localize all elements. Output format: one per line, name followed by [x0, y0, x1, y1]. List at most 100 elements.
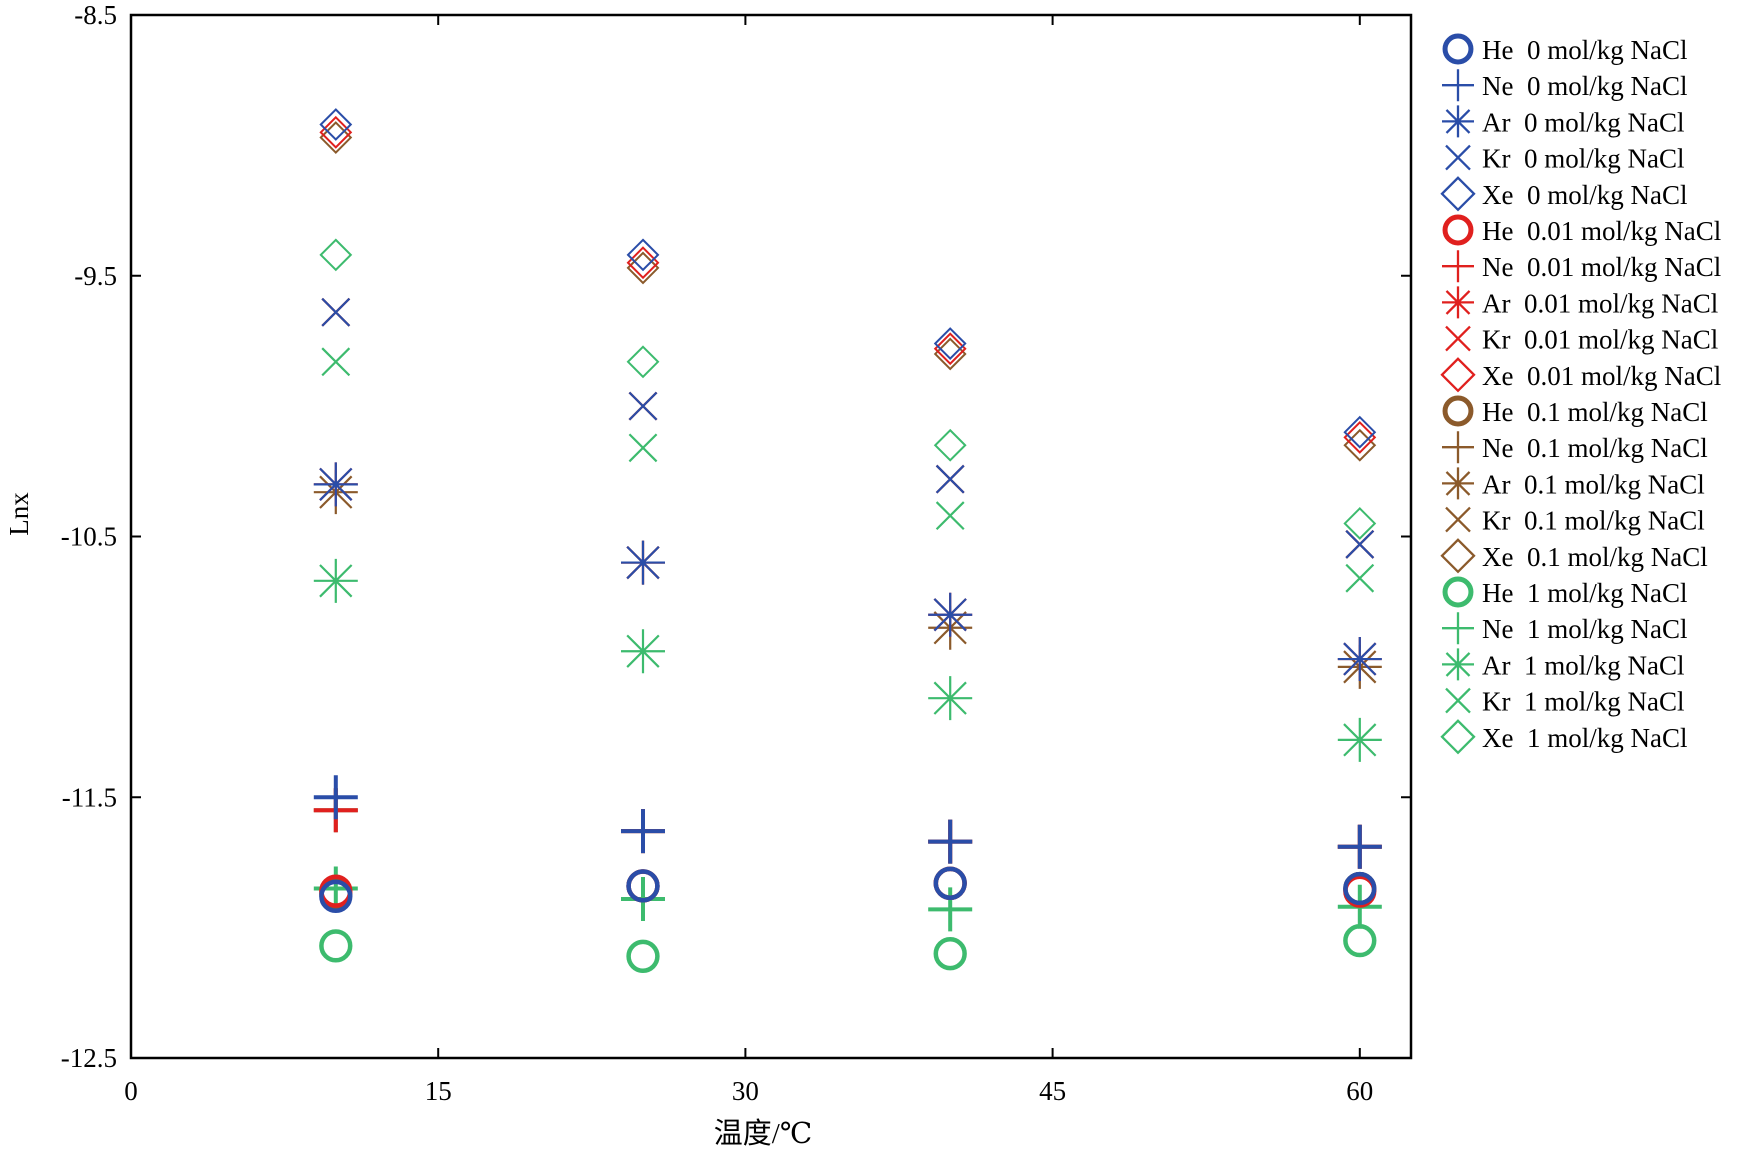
- legend-marker-plus: [1442, 431, 1474, 464]
- data-point-circle: [626, 869, 660, 903]
- data-point-diamond: [1343, 415, 1377, 449]
- data-point-cross: [1345, 563, 1375, 593]
- series-xe-0: [319, 108, 1377, 449]
- legend-item: Ne 0.1 mol/kg NaCl: [1442, 431, 1708, 463]
- data-point-cross: [321, 297, 351, 327]
- legend-marker-circle: [1442, 395, 1474, 427]
- data-point-asterisk: [313, 558, 358, 603]
- legend-label: Ar 0.1 mol/kg NaCl: [1482, 469, 1705, 499]
- data-point-diamond: [1343, 421, 1377, 454]
- legend-label: He 0 mol/kg NaCl: [1482, 35, 1687, 65]
- data-point-cross: [628, 391, 658, 421]
- data-point-diamond: [933, 428, 967, 462]
- legend-label: Xe 0.1 mol/kg NaCl: [1482, 542, 1708, 572]
- legend-item: Xe 0.1 mol/kg NaCl: [1440, 538, 1708, 574]
- y-tick-label: -9.5: [74, 261, 117, 291]
- data-point-plus: [621, 809, 665, 854]
- data-point-diamond: [319, 121, 353, 154]
- legend-label: Ne 0.01 mol/kg NaCl: [1482, 252, 1721, 282]
- x-tick-label: 60: [1346, 1076, 1373, 1106]
- y-tick-label: -8.5: [74, 0, 117, 30]
- series-ar-0: [313, 462, 1382, 682]
- data-point-plus: [1337, 824, 1382, 869]
- legend-marker-asterisk: [1442, 648, 1474, 681]
- legend-label: Kr 0 mol/kg NaCl: [1482, 144, 1685, 174]
- data-point-cross: [935, 464, 965, 494]
- legend-item: He 0.01 mol/kg NaCl: [1442, 214, 1721, 246]
- data-point-circle: [933, 866, 967, 900]
- x-tick-label: 45: [1039, 1076, 1066, 1106]
- data-point-circle: [1343, 871, 1377, 906]
- legend-item: Ne 0 mol/kg NaCl: [1442, 69, 1687, 102]
- data-point-cross: [628, 433, 658, 463]
- axes: 0 15 30 45 60 -8.5 -9.5 -10.5 -11.5 -12.5: [61, 0, 1411, 1106]
- legend-label: Ne 1 mol/kg NaCl: [1482, 614, 1687, 644]
- legend-label: Kr 0.1 mol/kg NaCl: [1482, 506, 1705, 536]
- data-point-diamond: [1343, 428, 1377, 462]
- legend-marker-plus: [1442, 69, 1474, 102]
- legend-marker-circle: [1442, 33, 1474, 65]
- legend-item: Xe 0.01 mol/kg NaCl: [1440, 357, 1721, 393]
- legend-marker-asterisk: [1442, 105, 1474, 138]
- data-point-asterisk: [1337, 637, 1382, 682]
- series-kr-0: [321, 297, 1375, 559]
- data-point-diamond: [933, 332, 967, 366]
- data-point-asterisk: [928, 676, 973, 721]
- data-point-cross: [1345, 529, 1375, 559]
- data-point-diamond: [319, 108, 353, 141]
- legend-marker-cross: [1445, 506, 1471, 533]
- legend-label: Ar 0 mol/kg NaCl: [1482, 107, 1685, 137]
- legend-item: Ar 0.1 mol/kg NaCl: [1442, 467, 1705, 500]
- legend-marker-plus: [1442, 250, 1474, 283]
- data-point-asterisk: [1337, 717, 1382, 762]
- legend-item: He 0.1 mol/kg NaCl: [1442, 395, 1708, 427]
- data-point-asterisk: [313, 462, 358, 507]
- data-point-asterisk: [621, 540, 665, 585]
- data-point-asterisk: [928, 592, 973, 637]
- data-point-diamond: [626, 246, 660, 280]
- data-point-circle: [626, 939, 660, 973]
- legend-label: Xe 1 mol/kg NaCl: [1482, 723, 1687, 753]
- legend-marker-cross: [1445, 325, 1471, 352]
- y-tick-label: -12.5: [61, 1043, 117, 1073]
- x-tick-label: 0: [124, 1076, 138, 1106]
- legend-item: Kr 0.1 mol/kg NaCl: [1445, 506, 1705, 536]
- legend-label: Ar 0.01 mol/kg NaCl: [1482, 288, 1718, 318]
- legend-label: Kr 0.01 mol/kg NaCl: [1482, 325, 1718, 355]
- data-points: [313, 108, 1382, 973]
- legend-item: Ar 0.01 mol/kg NaCl: [1442, 286, 1718, 319]
- data-point-circle: [319, 879, 353, 913]
- data-point-plus: [928, 819, 973, 864]
- legend-item: Xe 0 mol/kg NaCl: [1440, 176, 1687, 212]
- data-point-asterisk: [621, 629, 665, 674]
- data-point-cross: [935, 501, 965, 531]
- legend-item: Ar 1 mol/kg NaCl: [1442, 648, 1685, 680]
- legend-marker-asterisk: [1442, 467, 1474, 500]
- x-tick-label: 15: [425, 1076, 452, 1106]
- series-xe-1: [319, 238, 1377, 540]
- legend-label: He 1 mol/kg NaCl: [1482, 578, 1687, 608]
- legend-label: Kr 1 mol/kg NaCl: [1482, 687, 1685, 717]
- data-point-circle: [319, 929, 353, 963]
- legend-label: Ar 1 mol/kg NaCl: [1482, 650, 1685, 680]
- data-point-diamond: [626, 238, 660, 272]
- legend-marker-diamond: [1440, 176, 1476, 212]
- x-tick-label: 30: [732, 1076, 759, 1106]
- data-point-cross: [321, 347, 351, 377]
- series-ar-1: [313, 558, 1382, 762]
- legend-marker-circle: [1442, 576, 1474, 608]
- legend-item: Ar 0 mol/kg NaCl: [1442, 105, 1685, 138]
- legend-item: Ne 0.01 mol/kg NaCl: [1442, 250, 1721, 282]
- legend-label: Ne 0 mol/kg NaCl: [1482, 71, 1687, 101]
- y-tick-label: -10.5: [61, 522, 117, 552]
- series-kr-1: [321, 347, 1375, 593]
- series-ne-0: [313, 775, 1382, 869]
- legend-item: He 1 mol/kg NaCl: [1442, 576, 1687, 608]
- data-point-circle: [1343, 924, 1377, 958]
- data-point-diamond: [626, 251, 660, 285]
- legend-item: Kr 0 mol/kg NaCl: [1445, 144, 1685, 174]
- legend-item: Kr 1 mol/kg NaCl: [1445, 687, 1685, 717]
- legend-marker-circle: [1442, 214, 1474, 246]
